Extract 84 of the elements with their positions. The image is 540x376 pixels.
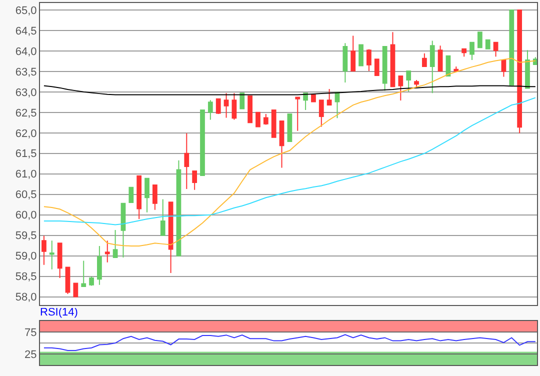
candlestick — [501, 59, 506, 78]
candlestick — [271, 109, 276, 138]
y-tick-label: 65,0 — [15, 4, 37, 17]
candlestick — [65, 266, 70, 294]
line-series — [43, 58, 536, 246]
y-tick-label: 59,0 — [15, 250, 37, 263]
candlestick — [200, 109, 205, 176]
candlestick — [485, 39, 490, 50]
candlestick — [358, 44, 364, 66]
candlestick — [366, 48, 372, 72]
candlestick — [462, 48, 467, 58]
candlestick — [414, 80, 419, 88]
candlestick — [422, 52, 427, 68]
candlestick — [160, 198, 166, 236]
candlestick — [525, 50, 530, 89]
candlestick — [493, 42, 498, 58]
candlestick — [509, 9, 514, 86]
candlestick — [256, 112, 260, 128]
candlestick — [398, 75, 404, 102]
y-tick-label: 64,0 — [15, 46, 37, 58]
candlestick — [232, 92, 237, 120]
candlestick — [311, 94, 316, 102]
candlestick — [42, 235, 46, 266]
candlestick — [303, 92, 308, 110]
candlestick — [208, 100, 213, 120]
y-tick-label: 64,5 — [15, 25, 37, 38]
candlestick — [517, 9, 522, 134]
y-tick-label: 62,0 — [15, 128, 37, 140]
candlestick — [454, 66, 459, 72]
candlestick — [57, 242, 62, 278]
candlestick — [240, 92, 245, 110]
candlestick — [334, 92, 340, 119]
candlestick — [318, 100, 324, 128]
y-tick-label: 63,0 — [15, 86, 37, 99]
candlestick — [81, 260, 86, 288]
candlestick — [477, 32, 482, 48]
candlestick — [112, 230, 118, 258]
candlestick — [168, 202, 174, 274]
candlestick — [406, 70, 412, 92]
candlestick — [279, 120, 284, 168]
candlestick — [326, 88, 332, 106]
candlestick — [350, 35, 356, 72]
y-tick-label: 60,0 — [15, 210, 37, 222]
y-tick-label: 62,5 — [15, 107, 37, 120]
candlestick — [128, 186, 134, 204]
y-tick-label: 61,0 — [15, 168, 37, 181]
candlestick — [136, 175, 142, 220]
y-tick-label: 59,5 — [15, 230, 37, 242]
candlestick — [263, 114, 268, 126]
candlestick — [73, 282, 78, 298]
candlestick — [390, 32, 396, 88]
y-tick-label: 63,5 — [15, 66, 37, 78]
candlestick — [438, 45, 443, 72]
line-series — [43, 97, 536, 226]
y-tick-label: 25 — [24, 348, 37, 361]
candlestick — [342, 42, 348, 83]
y-tick-label: 61,5 — [15, 148, 37, 160]
candlestick — [470, 42, 474, 60]
candlestick — [192, 170, 198, 190]
candlestick — [49, 240, 54, 270]
y-tick-label: 75 — [24, 326, 37, 339]
line-series — [43, 334, 536, 351]
candlestick — [176, 160, 182, 256]
candlestick — [430, 40, 435, 94]
candlestick — [216, 98, 221, 115]
candlestick — [144, 178, 150, 213]
candlestick — [532, 56, 537, 65]
line-series — [43, 85, 536, 96]
candlestick — [287, 114, 292, 142]
candlestick — [374, 58, 380, 76]
candlestick — [152, 184, 158, 210]
candlestick — [97, 245, 102, 286]
candlestick — [104, 240, 110, 263]
candlestick — [120, 202, 126, 258]
candlestick — [89, 276, 94, 286]
candlestick — [248, 96, 252, 124]
candlestick — [295, 96, 300, 132]
y-tick-label: 58,0 — [15, 292, 37, 304]
y-tick-label: 58,5 — [15, 271, 37, 284]
chart-title: RSI(14) — [40, 306, 78, 319]
candlestick — [224, 92, 229, 118]
candlestick — [184, 132, 190, 190]
candlestick — [382, 46, 388, 92]
y-tick-label: 60,5 — [15, 189, 37, 202]
